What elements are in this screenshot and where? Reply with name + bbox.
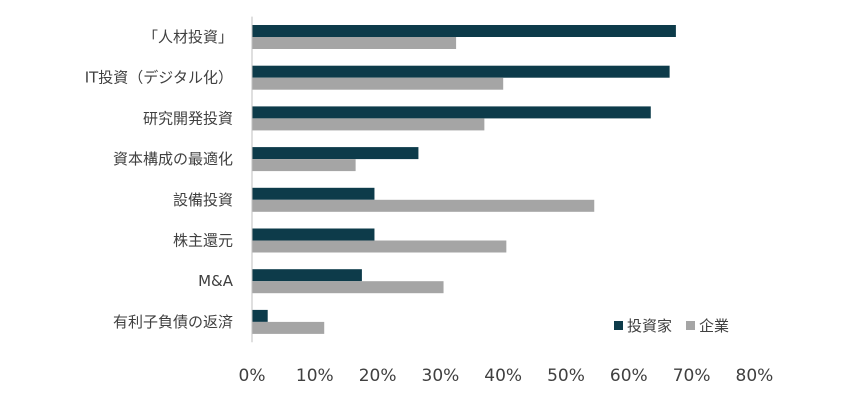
bar-company [252,321,325,334]
legend-label: 企業 [699,317,729,335]
x-tick-label: 40% [484,366,522,386]
legend-swatch [614,321,623,330]
legend-swatch [686,321,695,330]
x-tick-label: 30% [422,366,460,386]
category-label: 有利子負債の返済 [113,313,233,331]
bar-investor [252,309,268,322]
x-tick-label: 80% [736,366,774,386]
category-label: 設備投資 [173,191,233,209]
x-tick-label: 10% [296,366,334,386]
bar-investor [252,187,375,200]
bar-investor [252,65,670,78]
bar-investor [252,25,676,37]
bars-group [252,25,676,334]
bar-company [252,159,356,172]
category-label: 研究開発投資 [143,109,233,127]
category-label: 株主還元 [173,232,233,250]
bar-investor [252,269,362,282]
bar-investor [252,228,375,241]
category-label: M&A [198,272,234,290]
bar-company [252,77,504,90]
x-tick-label: 50% [547,366,585,386]
bar-company [252,118,485,131]
x-tick-label: 70% [673,366,711,386]
bar-investor [252,147,419,160]
category-label: IT投資（デジタル化） [85,69,233,87]
bar-company [252,37,457,49]
category-label: 資本構成の最適化 [113,150,233,168]
x-tick-label: 20% [359,366,397,386]
bar-company [252,240,507,253]
category-label: 「人材投資」 [143,28,233,46]
bar-company [252,199,595,212]
bar-company [252,281,444,294]
bar-investor [252,106,651,119]
x-tick-label: 60% [610,366,648,386]
legend-label: 投資家 [627,317,672,335]
x-tick-labels: 0% 10% 20% 30% 40% 50% 60% 70% 80% [239,366,774,386]
x-tick-label: 0% [239,366,266,386]
legend: 投資家 企業 [614,317,729,335]
